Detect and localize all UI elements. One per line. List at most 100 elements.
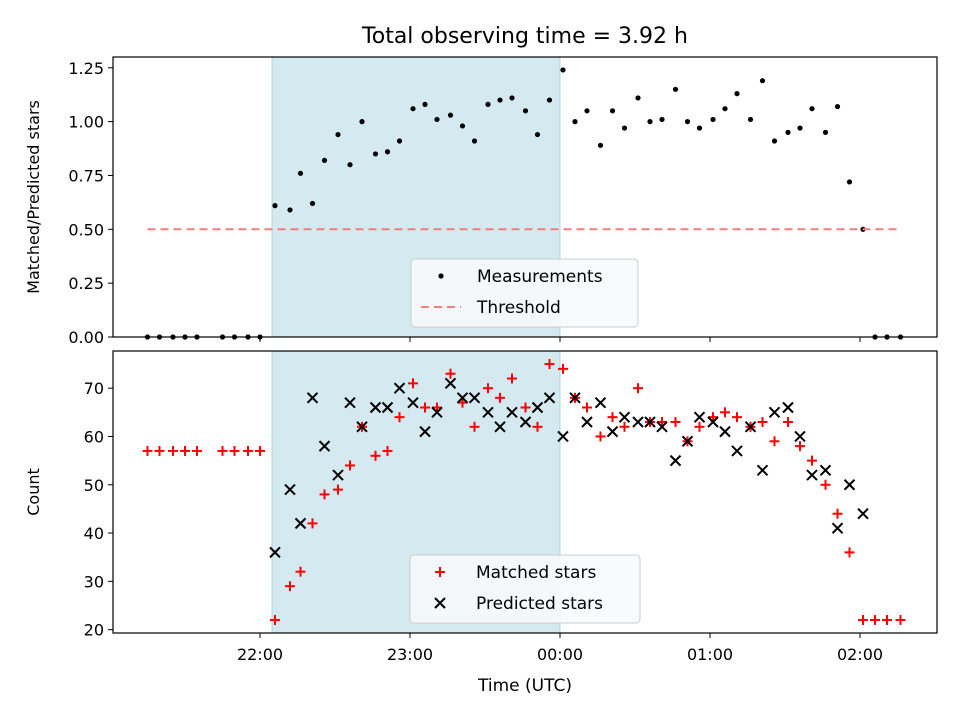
matched-star-point [607, 412, 618, 423]
measurement-point [635, 95, 641, 101]
legend-label: Threshold [476, 298, 561, 318]
measurement-point [834, 103, 841, 110]
measurement-point [396, 138, 403, 144]
measurement-point [309, 200, 316, 207]
predicted-star-point [482, 406, 494, 419]
measurement-point [747, 116, 754, 123]
predicted-star-point [581, 416, 593, 428]
matched-star-point [495, 392, 505, 403]
matched-star-point [633, 383, 643, 394]
predicted-star-point [606, 425, 619, 438]
measurement-point [522, 108, 529, 114]
predicted-star-point [831, 522, 844, 534]
y-tick-label: 20 [84, 621, 104, 640]
axes-frame [112, 350, 938, 634]
legend-box [410, 258, 639, 328]
y-axis-label: Matched/Predicted stars [24, 100, 43, 294]
matched-star-point [582, 402, 592, 413]
measurement-point [560, 67, 566, 73]
predicted-star-point [669, 454, 682, 467]
matched-star-point [217, 445, 228, 456]
predicted-star-point [819, 464, 832, 476]
matched-star-point [408, 378, 418, 389]
matched-star-point [180, 445, 190, 456]
axes-frame [112, 56, 938, 338]
matched-star-point [229, 445, 240, 456]
predicted-star-point [756, 464, 769, 476]
predicted-star-point [419, 425, 431, 438]
predicted-star-point [693, 411, 706, 423]
matched-star-point [544, 359, 555, 370]
predicted-star-point [468, 392, 481, 404]
measurement-point [384, 149, 391, 155]
predicted-star-point [806, 469, 818, 481]
matched-star-point [270, 614, 280, 625]
chart-title: Total observing time = 3.92 h [361, 24, 688, 49]
measurement-point [347, 162, 353, 168]
measurement-point [372, 151, 379, 157]
legend-dot-marker [438, 273, 444, 279]
measurement-point [672, 86, 679, 92]
measurement-point [359, 119, 365, 125]
predicted-star-point [356, 421, 368, 433]
measurement-point [647, 119, 653, 125]
x-tick-label: 00:00 [537, 645, 583, 664]
legend-label: Matched stars [476, 563, 596, 583]
matched-star-point [295, 566, 306, 577]
y-tick-label: 0.25 [68, 274, 104, 293]
matched-star-point [154, 445, 165, 456]
matched-star-point [319, 489, 330, 500]
matched-star-point [844, 547, 855, 558]
measurement-point [734, 91, 740, 97]
predicted-star-point [656, 421, 668, 433]
legend-x-marker [434, 597, 446, 609]
matched-star-point [243, 445, 253, 456]
x-tick-label: 01:00 [687, 645, 733, 664]
predicted-star-point [681, 435, 694, 448]
predicted-star-point [719, 425, 731, 438]
y-tick-label: 0.50 [68, 220, 104, 239]
predicted-star-point [269, 546, 281, 559]
measurement-point [771, 138, 778, 144]
measurement-point [846, 179, 853, 185]
x-tick-label: 23:00 [387, 645, 433, 664]
legend-label: Predicted stars [476, 594, 603, 614]
y-tick-label: 0.00 [68, 328, 104, 347]
predicted-star-point [569, 392, 581, 404]
y-axis-label: Count [24, 468, 43, 516]
predicted-star-point [531, 401, 544, 414]
matched-star-point [457, 397, 468, 408]
matched-star-point [394, 412, 405, 423]
matched-star-point [168, 445, 178, 456]
predicted-star-point [344, 396, 356, 409]
predicted-star-point [431, 406, 443, 419]
y-tick-label: 0.75 [68, 166, 104, 185]
measurement-point [797, 125, 803, 131]
predicted-star-point [506, 406, 518, 419]
matched-star-point [307, 518, 318, 529]
matched-star-point [870, 614, 880, 625]
matched-star-point [483, 383, 493, 394]
matched-star-point [445, 368, 456, 379]
measurement-point [684, 119, 691, 125]
measurement-point [485, 101, 491, 107]
matched-star-point [769, 436, 780, 447]
measurement-point [785, 129, 791, 135]
matched-star-point [820, 479, 831, 490]
predicted-star-point [557, 430, 569, 443]
matched-star-point [532, 421, 543, 432]
predicted-star-point [618, 411, 631, 423]
matched-star-point [757, 416, 768, 427]
predicted-star-point [369, 401, 382, 414]
matched-star-point [732, 412, 742, 423]
x-tick-label: 02:00 [837, 645, 883, 664]
matched-star-point [670, 416, 681, 427]
y-tick-label: 30 [84, 572, 104, 591]
matched-star-point [382, 445, 393, 456]
matched-star-point [469, 421, 480, 432]
measurement-point [534, 131, 541, 138]
predicted-star-point [306, 392, 319, 404]
matched-star-point [708, 412, 718, 423]
matched-star-point [370, 450, 381, 461]
